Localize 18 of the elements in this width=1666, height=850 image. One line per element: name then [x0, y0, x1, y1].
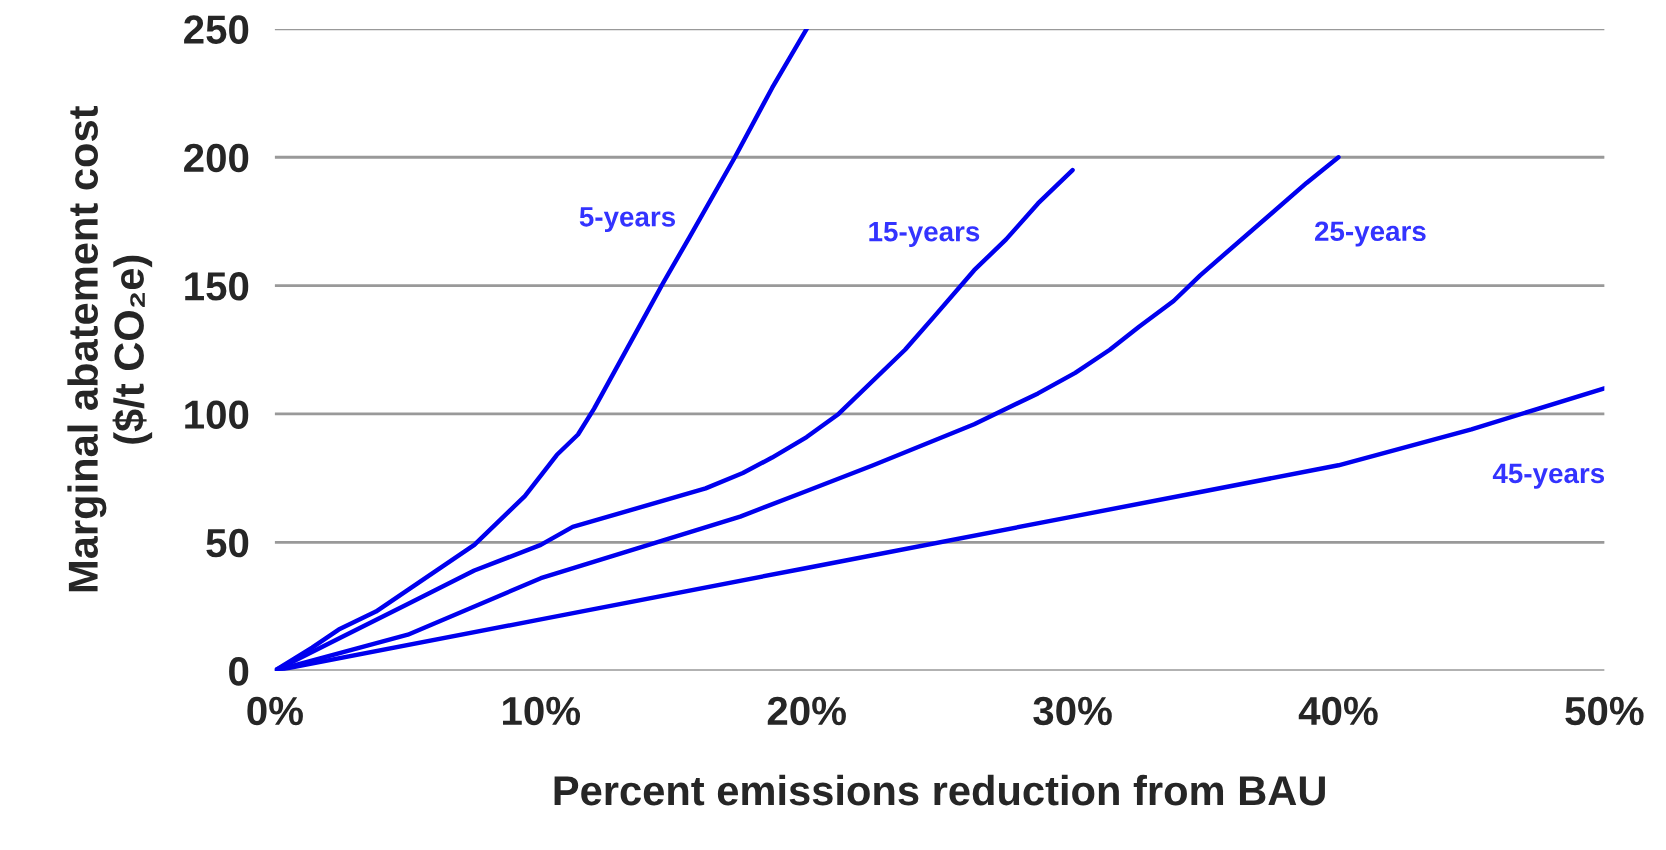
x-tick-label: 0% [247, 696, 303, 726]
x-axis-title: Percent emissions reduction from BAU [554, 774, 1325, 806]
series-label: 45-years [1492, 463, 1605, 489]
y-tick-label: 50 [206, 528, 249, 558]
y-tick-label: 150 [185, 272, 249, 301]
y-axis-title: Marginal abatement cost ($/t CO₂e) [67, 105, 153, 592]
y-tick-label: 200 [184, 143, 249, 173]
x-tick-label: 40% [1298, 696, 1378, 726]
x-tick-label: 30% [1033, 696, 1112, 726]
x-tick-label: 10% [503, 696, 581, 726]
y-tick-label: 100 [185, 400, 249, 429]
series-label: 25-years [1315, 221, 1426, 247]
series-label: 5-years [579, 207, 676, 233]
y-tick-label: 0 [229, 657, 249, 686]
series-label: 15-years [869, 222, 980, 247]
y-tick-label: 250 [184, 15, 249, 44]
x-tick-label: 50% [1565, 696, 1644, 726]
x-tick-label: 20% [767, 696, 846, 726]
